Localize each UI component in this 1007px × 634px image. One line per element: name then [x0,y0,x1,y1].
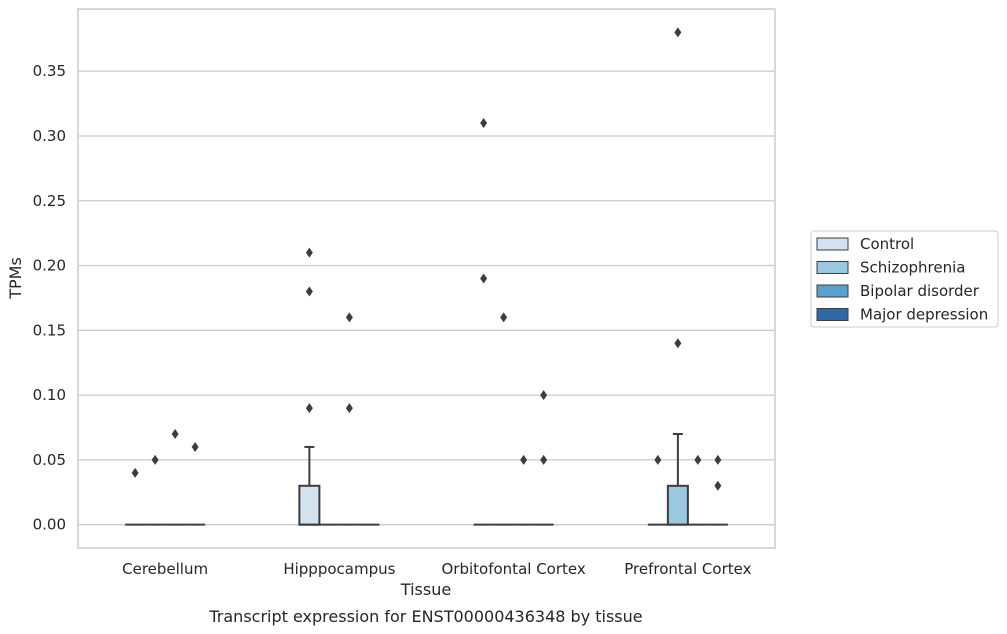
outlier-point [674,27,682,38]
x-axis-ticks: Cerebellum Hipppocampus Orbitofontal Corte… [122,560,751,578]
outlier-point [171,428,179,439]
box-group [533,390,554,526]
outlier-point [480,273,488,284]
legend-swatch [816,261,849,274]
outlier-point [540,454,548,465]
y-tick-label: 0.35 [33,62,66,80]
box-group [339,312,360,526]
y-axis-title: TPMs [6,257,25,300]
legend-swatch [816,284,849,298]
outlier-point [151,454,159,465]
x-tick-label: Hipppocampus [283,560,395,578]
outlier-point [305,247,313,258]
outlier-point [305,403,313,414]
box-group [493,312,514,526]
legend-label: Schizophrenia [860,259,965,277]
x-axis-title: Tissue [400,580,451,599]
x-tick-label: Cerebellum [122,560,208,578]
y-tick-label: 0.15 [33,321,66,339]
legend-label: Control [860,235,914,253]
box-group [707,454,728,526]
y-tick-label: 0.30 [33,127,66,145]
box-group [185,441,206,526]
outlier-point [714,480,722,491]
outlier-point [674,338,682,349]
box-plot-area [125,27,728,526]
outlier-point [345,403,353,414]
chart-caption: Transcript expression for ENST0000043634… [208,607,642,626]
box-group [125,467,146,526]
y-tick-label: 0.20 [33,257,66,275]
legend-swatch [816,237,849,251]
legend-label: Bipolar disorder [860,282,980,300]
box-group [513,454,534,526]
outlier-point [480,118,488,129]
legend-swatch [816,308,849,321]
y-tick-label: 0.10 [33,386,66,404]
x-tick-label: Orbitofontal Cortex [442,560,586,578]
outlier-point [540,390,548,401]
y-tick-label: 0.25 [33,192,66,210]
box [298,484,321,526]
plot-frame [77,8,776,549]
outlier-point [305,286,313,297]
box [666,484,689,526]
box-group [145,454,166,526]
x-tick-label: Prefrontal Cortex [624,560,751,578]
outlier-point [131,467,139,478]
box-group [298,247,321,526]
outlier-point [714,454,722,465]
box-group [473,118,494,526]
outlier-point [500,312,508,323]
box-group [647,454,668,526]
box-group [165,428,186,526]
outlier-point [520,454,528,465]
outlier-point [191,441,199,452]
box-group [666,27,689,526]
legend: Control Schizophrenia Bipolar disorder Majo… [810,230,999,328]
y-tick-label: 0.05 [33,451,66,469]
outlier-point [654,454,662,465]
outlier-point [694,454,702,465]
gridlines [78,70,775,526]
legend-label: Major depression [860,306,988,324]
outlier-point [345,312,353,323]
legend-frame [810,230,999,328]
y-axis-ticks: 0.00 0.05 0.10 0.15 0.20 0.25 0.30 0.35 [33,62,66,533]
y-tick-label: 0.00 [33,516,66,534]
box-group [687,454,708,526]
